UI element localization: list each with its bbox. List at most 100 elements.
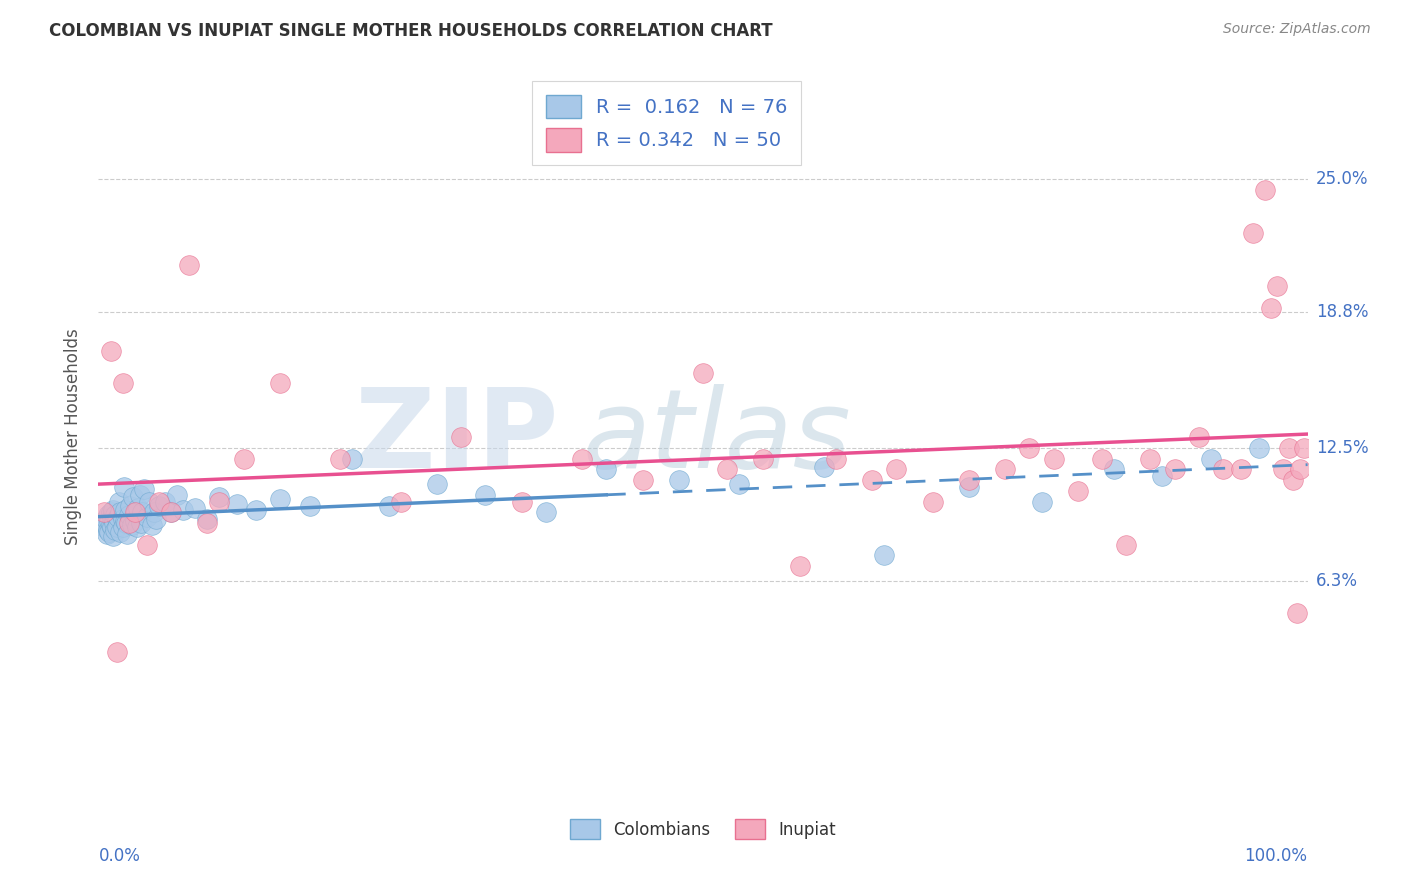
Point	[1289, 462, 1312, 476]
Point	[111, 512, 134, 526]
Point	[389, 494, 412, 508]
Legend: Colombians, Inupiat: Colombians, Inupiat	[560, 809, 846, 849]
Point	[111, 520, 134, 534]
Point	[118, 499, 141, 513]
Point	[108, 505, 131, 519]
Point	[195, 512, 218, 526]
Point	[100, 509, 122, 524]
Point	[108, 494, 131, 508]
Point	[269, 492, 291, 507]
Point	[98, 524, 121, 539]
Point	[860, 473, 883, 487]
Point	[377, 499, 399, 513]
Point	[692, 366, 714, 380]
Text: 6.3%: 6.3%	[1316, 572, 1358, 591]
Point	[118, 508, 141, 522]
Point	[1188, 430, 1211, 444]
Point	[179, 258, 201, 272]
Point	[595, 462, 617, 476]
Point	[1115, 538, 1137, 552]
Point	[1139, 451, 1161, 466]
Text: 18.8%: 18.8%	[1316, 303, 1368, 321]
Point	[100, 520, 122, 534]
Point	[141, 518, 163, 533]
Point	[825, 451, 848, 466]
Point	[118, 516, 141, 530]
Point	[1249, 441, 1271, 455]
Point	[1230, 462, 1253, 476]
Point	[474, 488, 496, 502]
Point	[873, 549, 896, 563]
Text: COLOMBIAN VS INUPIAT SINGLE MOTHER HOUSEHOLDS CORRELATION CHART: COLOMBIAN VS INUPIAT SINGLE MOTHER HOUSE…	[49, 22, 773, 40]
Point	[138, 494, 160, 508]
Point	[1199, 451, 1222, 466]
Point	[994, 462, 1017, 476]
Point	[148, 499, 170, 513]
Point	[1163, 462, 1185, 476]
Point	[101, 503, 124, 517]
Point	[1091, 451, 1114, 466]
Point	[135, 538, 157, 552]
Point	[134, 482, 156, 496]
Point	[105, 520, 128, 534]
Point	[1254, 183, 1277, 197]
Point	[103, 516, 125, 530]
Point	[1260, 301, 1282, 315]
Point	[184, 501, 207, 516]
Point	[1282, 473, 1305, 487]
Point	[208, 494, 231, 508]
Point	[107, 509, 129, 524]
Point	[129, 516, 152, 530]
Point	[122, 491, 145, 505]
Point	[114, 514, 136, 528]
Point	[1292, 441, 1315, 455]
Point	[96, 527, 118, 541]
Point	[534, 505, 557, 519]
Text: 100.0%: 100.0%	[1244, 847, 1308, 864]
Point	[232, 451, 254, 466]
Point	[668, 473, 690, 487]
Point	[426, 477, 449, 491]
Point	[1042, 451, 1064, 466]
Point	[510, 494, 533, 508]
Point	[160, 505, 183, 519]
Point	[100, 344, 122, 359]
Text: Source: ZipAtlas.com: Source: ZipAtlas.com	[1223, 22, 1371, 37]
Point	[1285, 607, 1308, 621]
Point	[1152, 468, 1174, 483]
Point	[104, 523, 127, 537]
Point	[631, 473, 654, 487]
Point	[752, 451, 775, 466]
Point	[208, 491, 231, 505]
Point	[886, 462, 908, 476]
Point	[124, 505, 146, 519]
Point	[98, 514, 121, 528]
Point	[145, 512, 167, 526]
Point	[105, 645, 128, 659]
Point	[143, 505, 166, 519]
Point	[166, 488, 188, 502]
Y-axis label: Single Mother Households: Single Mother Households	[65, 329, 83, 545]
Point	[571, 451, 593, 466]
Point	[93, 505, 115, 519]
Point	[112, 479, 135, 493]
Point	[104, 508, 127, 522]
Point	[121, 518, 143, 533]
Point	[299, 499, 322, 513]
Point	[172, 503, 194, 517]
Point	[1018, 441, 1040, 455]
Point	[789, 559, 811, 574]
Point	[93, 516, 115, 530]
Point	[108, 524, 131, 539]
Point	[131, 505, 153, 519]
Point	[127, 520, 149, 534]
Point	[1278, 441, 1301, 455]
Point	[329, 451, 352, 466]
Point	[1212, 462, 1234, 476]
Point	[195, 516, 218, 530]
Text: 12.5%: 12.5%	[1316, 439, 1368, 457]
Point	[114, 503, 136, 517]
Point	[135, 509, 157, 524]
Point	[115, 516, 138, 530]
Point	[342, 451, 364, 466]
